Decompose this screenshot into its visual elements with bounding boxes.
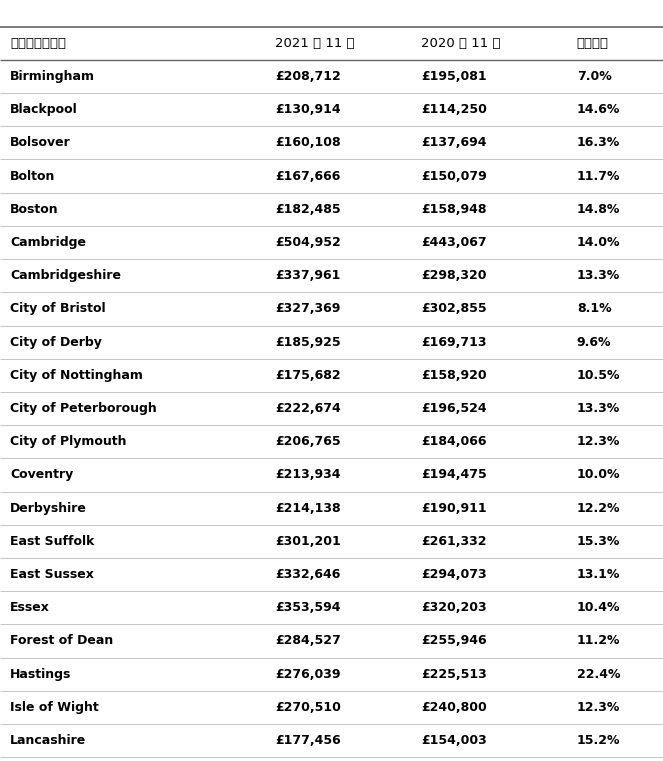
Text: £167,666: £167,666 <box>275 170 341 183</box>
Text: £184,066: £184,066 <box>421 435 487 448</box>
Text: 15.2%: 15.2% <box>577 734 621 747</box>
Text: 11.2%: 11.2% <box>577 635 621 648</box>
Text: 14.8%: 14.8% <box>577 202 620 216</box>
Text: 12.2%: 12.2% <box>577 501 621 514</box>
Text: 22.4%: 22.4% <box>577 667 621 680</box>
Text: 英格兰行政区域: 英格兰行政区域 <box>10 37 66 49</box>
Text: £177,456: £177,456 <box>275 734 341 747</box>
Text: £194,475: £194,475 <box>421 469 487 482</box>
Text: £196,524: £196,524 <box>421 402 487 415</box>
Text: 15.3%: 15.3% <box>577 535 620 548</box>
Text: 8.1%: 8.1% <box>577 302 611 315</box>
Text: 2020 年 11 月: 2020 年 11 月 <box>421 37 501 49</box>
Text: 7.0%: 7.0% <box>577 70 611 83</box>
Text: £213,934: £213,934 <box>275 469 341 482</box>
Text: £154,003: £154,003 <box>421 734 487 747</box>
Text: £222,674: £222,674 <box>275 402 341 415</box>
Text: 12.3%: 12.3% <box>577 701 620 714</box>
Text: 10.4%: 10.4% <box>577 601 621 614</box>
Text: 12.3%: 12.3% <box>577 435 620 448</box>
Text: £208,712: £208,712 <box>275 70 341 83</box>
Text: 10.5%: 10.5% <box>577 369 621 382</box>
Text: £175,682: £175,682 <box>275 369 341 382</box>
Text: 2021 年 11 月: 2021 年 11 月 <box>275 37 355 49</box>
Text: Derbyshire: Derbyshire <box>10 501 87 514</box>
Text: £298,320: £298,320 <box>421 269 487 282</box>
Text: £150,079: £150,079 <box>421 170 487 183</box>
Text: £337,961: £337,961 <box>275 269 341 282</box>
Text: City of Derby: City of Derby <box>10 336 102 349</box>
Text: 11.7%: 11.7% <box>577 170 621 183</box>
Text: £504,952: £504,952 <box>275 236 341 249</box>
Text: 13.3%: 13.3% <box>577 402 620 415</box>
Text: City of Nottingham: City of Nottingham <box>10 369 143 382</box>
Text: Bolsover: Bolsover <box>10 136 71 149</box>
Text: £137,694: £137,694 <box>421 136 487 149</box>
Text: £158,920: £158,920 <box>421 369 487 382</box>
Text: £261,332: £261,332 <box>421 535 487 548</box>
Text: Isle of Wight: Isle of Wight <box>10 701 99 714</box>
Text: Lancashire: Lancashire <box>10 734 86 747</box>
Text: 房价变化: 房价变化 <box>577 37 609 49</box>
Text: 14.0%: 14.0% <box>577 236 621 249</box>
Text: City of Bristol: City of Bristol <box>10 302 105 315</box>
Text: £160,108: £160,108 <box>275 136 341 149</box>
Text: £114,250: £114,250 <box>421 103 487 116</box>
Text: £195,081: £195,081 <box>421 70 487 83</box>
Text: £443,067: £443,067 <box>421 236 487 249</box>
Text: 14.6%: 14.6% <box>577 103 620 116</box>
Text: 16.3%: 16.3% <box>577 136 620 149</box>
Text: Boston: Boston <box>10 202 58 216</box>
Text: £255,946: £255,946 <box>421 635 487 648</box>
Text: £332,646: £332,646 <box>275 568 341 581</box>
Text: £158,948: £158,948 <box>421 202 487 216</box>
Text: £294,073: £294,073 <box>421 568 487 581</box>
Text: Hastings: Hastings <box>10 667 72 680</box>
Text: City of Peterborough: City of Peterborough <box>10 402 156 415</box>
Text: 10.0%: 10.0% <box>577 469 621 482</box>
Text: £206,765: £206,765 <box>275 435 341 448</box>
Text: Birmingham: Birmingham <box>10 70 95 83</box>
Text: £284,527: £284,527 <box>275 635 341 648</box>
Text: £353,594: £353,594 <box>275 601 341 614</box>
Text: £225,513: £225,513 <box>421 667 487 680</box>
Text: City of Plymouth: City of Plymouth <box>10 435 127 448</box>
Text: £301,201: £301,201 <box>275 535 341 548</box>
Text: £169,713: £169,713 <box>421 336 487 349</box>
Text: £214,138: £214,138 <box>275 501 341 514</box>
Text: £240,800: £240,800 <box>421 701 487 714</box>
Text: Blackpool: Blackpool <box>10 103 78 116</box>
Text: £182,485: £182,485 <box>275 202 341 216</box>
Text: £327,369: £327,369 <box>275 302 341 315</box>
Text: Cambridge: Cambridge <box>10 236 86 249</box>
Text: Cambridgeshire: Cambridgeshire <box>10 269 121 282</box>
Text: Forest of Dean: Forest of Dean <box>10 635 113 648</box>
Text: Bolton: Bolton <box>10 170 55 183</box>
Text: £130,914: £130,914 <box>275 103 341 116</box>
Text: £190,911: £190,911 <box>421 501 487 514</box>
Text: £270,510: £270,510 <box>275 701 341 714</box>
Text: 13.1%: 13.1% <box>577 568 620 581</box>
Text: Essex: Essex <box>10 601 50 614</box>
Text: £320,203: £320,203 <box>421 601 487 614</box>
Text: Coventry: Coventry <box>10 469 73 482</box>
Text: £185,925: £185,925 <box>275 336 341 349</box>
Text: East Sussex: East Sussex <box>10 568 94 581</box>
Text: 13.3%: 13.3% <box>577 269 620 282</box>
Text: £276,039: £276,039 <box>275 667 341 680</box>
Text: 9.6%: 9.6% <box>577 336 611 349</box>
Text: £302,855: £302,855 <box>421 302 487 315</box>
Text: East Suffolk: East Suffolk <box>10 535 94 548</box>
